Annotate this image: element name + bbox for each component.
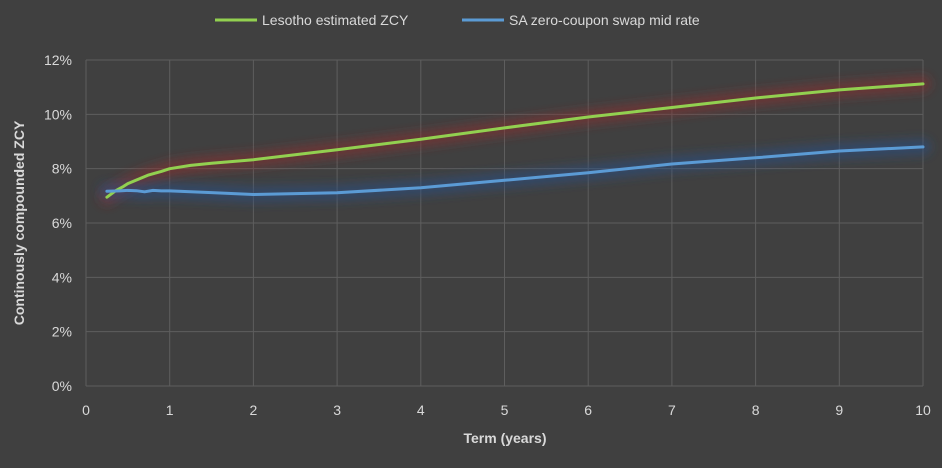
series-lines: [105, 82, 925, 199]
legend-label-lesotho: Lesotho estimated ZCY: [262, 12, 409, 28]
legend-item-lesotho: Lesotho estimated ZCY: [215, 12, 409, 28]
legend: Lesotho estimated ZCY SA zero-coupon swa…: [215, 12, 700, 28]
x-axis-ticks: 0 1 2 3 4 5 6 7 8 9 10: [82, 402, 931, 418]
x-tick-label: 4: [417, 402, 425, 418]
x-tick-label: 8: [752, 402, 760, 418]
y-tick-label: 12%: [44, 52, 72, 68]
x-tick-label: 10: [915, 402, 931, 418]
x-tick-label: 5: [501, 402, 509, 418]
legend-label-sa-swap: SA zero-coupon swap mid rate: [509, 12, 700, 28]
x-tick-label: 9: [835, 402, 843, 418]
y-tick-label: 0%: [52, 378, 72, 394]
legend-item-sa-swap: SA zero-coupon swap mid rate: [462, 12, 700, 28]
x-tick-label: 7: [668, 402, 676, 418]
y-axis-ticks: 0% 2% 4% 6% 8% 10% 12%: [44, 52, 72, 394]
y-tick-label: 2%: [52, 324, 72, 340]
y-axis-title: Continously compounded ZCY: [11, 120, 27, 325]
gridlines: [85, 59, 924, 387]
series-line-1: [105, 145, 925, 196]
x-axis-title: Term (years): [463, 430, 546, 446]
y-tick-label: 8%: [52, 161, 72, 177]
x-tick-label: 6: [584, 402, 592, 418]
x-tick-label: 1: [166, 402, 174, 418]
y-tick-label: 4%: [52, 269, 72, 285]
x-tick-label: 2: [250, 402, 258, 418]
x-tick-label: 3: [333, 402, 341, 418]
x-tick-label: 0: [82, 402, 90, 418]
y-tick-label: 10%: [44, 106, 72, 122]
series-line-0: [105, 82, 925, 199]
y-tick-label: 6%: [52, 215, 72, 231]
